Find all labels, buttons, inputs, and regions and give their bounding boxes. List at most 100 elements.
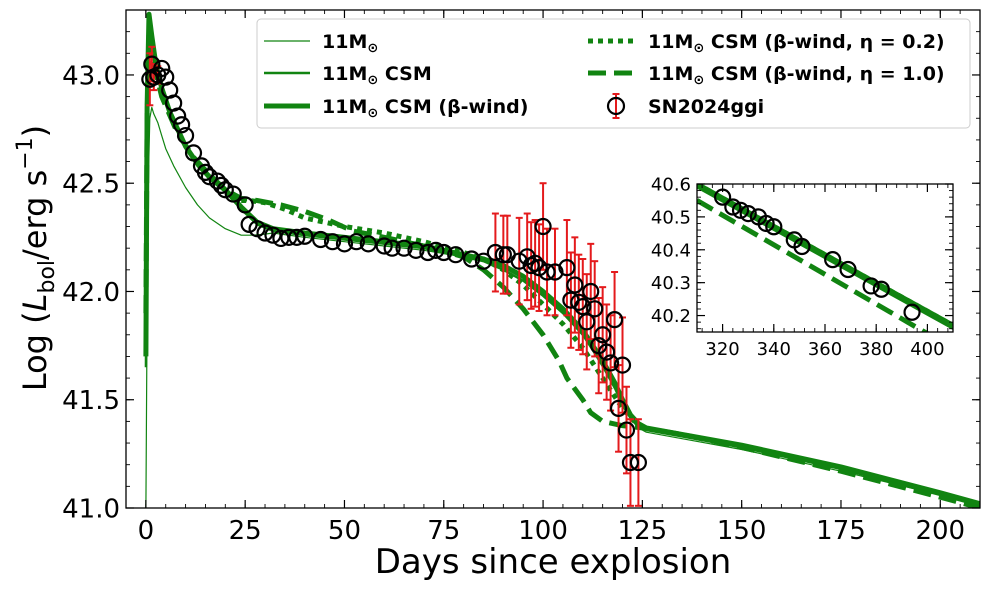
main-ytick-label: 42.0	[62, 278, 120, 308]
main-xtick-label: 0	[138, 516, 155, 546]
inset-data-point	[862, 277, 880, 295]
main-xtick-label: 75	[427, 516, 460, 546]
inset-data-point	[765, 218, 783, 236]
legend-label-m11: 11M⊙	[322, 31, 378, 56]
data-point	[296, 227, 314, 245]
inset-data-point	[903, 303, 921, 321]
x-axis-label: Days since explosion	[375, 542, 732, 582]
main-ytick-label: 41.0	[62, 494, 120, 524]
data-point	[184, 144, 203, 162]
data-point	[601, 354, 620, 372]
data-point	[153, 59, 171, 78]
legend-label-m11_eta10: 11M⊙ CSM (β-wind, η = 1.0)	[648, 63, 945, 88]
main-xtick-label: 125	[618, 516, 668, 546]
data-point	[169, 107, 187, 125]
inset-ytick-label: 40.3	[651, 273, 691, 294]
data-point	[236, 196, 254, 214]
legend-label-sun: ⊙	[367, 106, 378, 121]
legend-label-main: 11M	[648, 63, 693, 85]
data-point	[534, 217, 552, 236]
inset-model-line-3	[697, 198, 930, 332]
legend-label-main: 11M	[322, 96, 367, 118]
legend-label-sun: ⊙	[693, 73, 704, 88]
data-point	[435, 243, 453, 262]
data-point	[383, 239, 401, 257]
inset-data-point	[839, 260, 857, 279]
inset-xtick-label: 380	[859, 339, 893, 360]
data-point	[598, 343, 616, 361]
data-point	[474, 252, 493, 270]
main-ytick-label: 42.5	[62, 170, 120, 200]
main-plot: 0 25 50 75 100 125 150 175 200 41.0 41.5 42.0 42.5 43…	[62, 9, 981, 546]
data-point	[407, 241, 425, 259]
inset-ytick-label: 40.5	[651, 207, 691, 228]
main-xtick-label: 175	[816, 516, 866, 546]
data-point	[462, 250, 481, 268]
inset-model-line-2	[697, 184, 953, 328]
data-point	[570, 293, 588, 311]
legend-label-main: 11M	[648, 31, 693, 53]
legend-label-sun: ⊙	[693, 41, 704, 56]
data-point	[224, 185, 242, 203]
inset-data-point	[824, 251, 842, 269]
main-xtick-label: 150	[717, 516, 767, 546]
data-point	[323, 233, 342, 251]
data-point	[629, 453, 648, 472]
data-point	[427, 241, 445, 259]
data-point	[617, 421, 636, 439]
data-point	[264, 226, 282, 244]
legend-label-main: 11M	[322, 31, 367, 53]
data-point	[578, 313, 596, 331]
data-point	[538, 263, 556, 281]
data-point	[375, 237, 393, 255]
data-point	[196, 163, 215, 181]
inset-ytick-label: 40.2	[651, 306, 691, 327]
data-point	[176, 126, 195, 145]
legend-label-sun: ⊙	[367, 41, 378, 56]
data-point	[447, 246, 465, 264]
inset-ytick-label: 40.4	[651, 240, 691, 261]
data-point	[609, 399, 628, 417]
data-point	[212, 176, 230, 194]
main-frame	[125, 9, 981, 509]
inset-data-point	[872, 280, 890, 298]
main-xtick-label: 200	[915, 516, 965, 546]
data-point	[613, 356, 632, 374]
inset-ytick-label: 40.6	[651, 174, 691, 195]
y-axis-label: Log (Lbol/erg s−1)	[13, 125, 60, 391]
data-point	[335, 235, 354, 253]
inset-data-point	[757, 214, 775, 233]
legend-label-m11_beta: 11M⊙ CSM (β-wind)	[322, 96, 528, 121]
data-point	[594, 326, 612, 344]
inset-xtick-label: 340	[757, 339, 791, 360]
legend-label-rest: CSM (β-wind, η = 1.0)	[704, 63, 944, 85]
inset-plot: 320 340 360 380 400 40.2 40.3 40.4 40.5 40.6	[651, 174, 954, 360]
legend-label-rest: CSM	[378, 63, 432, 85]
main-xtick-label: 100	[518, 516, 568, 546]
legend-label-m11_csm: 11M⊙ CSM	[322, 63, 432, 88]
data-point	[486, 243, 505, 262]
data-point	[288, 228, 306, 246]
main-ytick-label: 43.0	[62, 61, 120, 91]
data-point	[359, 235, 377, 253]
inset-xtick-label: 320	[705, 339, 739, 360]
legend-label-m11_eta02: 11M⊙ CSM (β-wind, η = 0.2)	[648, 31, 945, 56]
inset-xtick-label: 360	[808, 339, 842, 360]
legend-label-sun: ⊙	[367, 73, 378, 88]
legend-label-rest: CSM (β-wind)	[378, 96, 528, 118]
legend-label-rest: CSM (β-wind, η = 0.2)	[704, 31, 944, 53]
data-point	[574, 298, 592, 316]
data-point	[312, 230, 330, 249]
main-xtick-label: 25	[229, 516, 262, 546]
inset-data-point	[724, 198, 742, 216]
data-point	[173, 116, 191, 134]
data-point	[605, 311, 624, 329]
data-point	[256, 224, 274, 242]
inset-data-point	[731, 201, 750, 219]
legend-label-main: 11M	[322, 63, 367, 85]
inset-xtick-label: 400	[910, 339, 944, 360]
legend-handle-marker	[606, 96, 626, 116]
legend-label-main: SN2024ggi	[648, 96, 764, 118]
